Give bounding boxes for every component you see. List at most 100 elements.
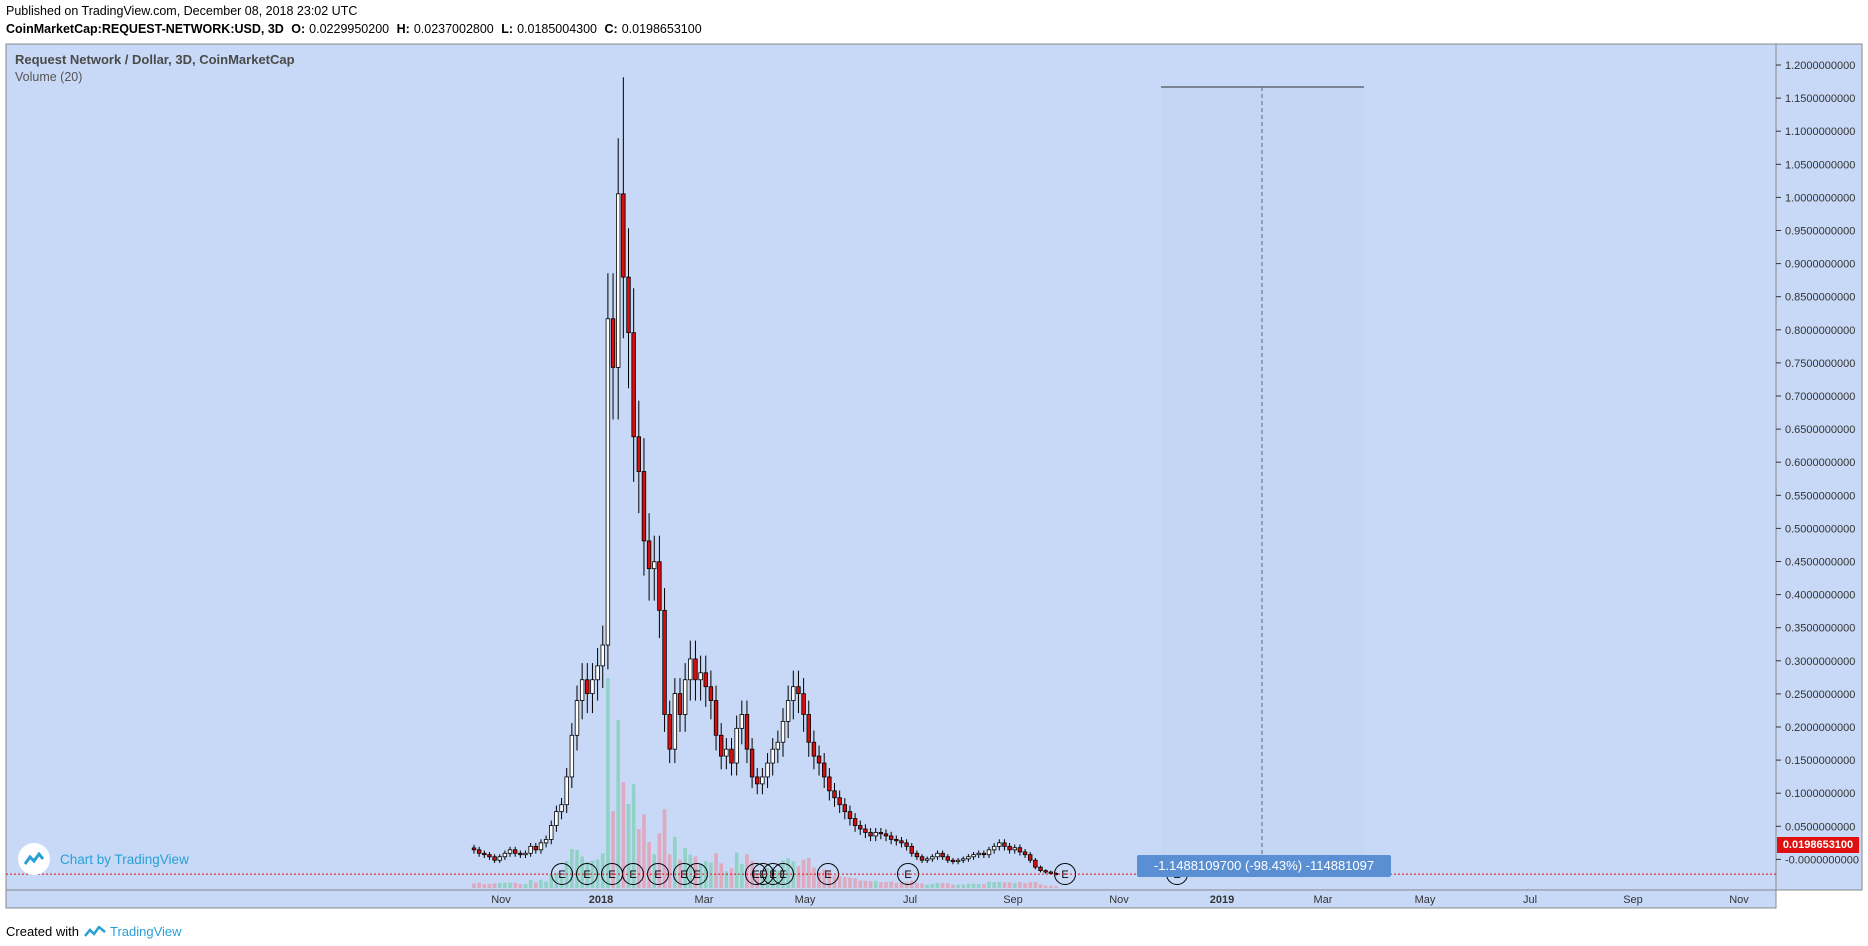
volume-bar — [606, 678, 610, 888]
candle-body — [971, 854, 976, 858]
volume-bar — [626, 804, 631, 888]
volume-bar — [673, 836, 677, 888]
candle-body — [523, 852, 528, 856]
candle-body — [1002, 842, 1007, 847]
volume-bar — [631, 784, 636, 888]
candle-body — [842, 804, 847, 813]
candle-body — [719, 734, 724, 757]
volume-bar — [647, 842, 651, 888]
volume-bar — [472, 883, 476, 888]
price-axis-background — [1775, 43, 1863, 891]
tradingview-watermark[interactable]: Chart by TradingView — [18, 843, 189, 875]
candle-body — [739, 714, 744, 729]
x-tick-label: Jul — [1523, 894, 1537, 906]
volume-bar — [652, 854, 657, 888]
y-tick-label: 0.9000000000 — [1785, 259, 1855, 271]
volume-bar — [822, 869, 826, 888]
candle-body — [677, 693, 683, 715]
volume-bar — [724, 871, 729, 888]
event-marker-label: E — [680, 869, 687, 881]
volume-bar — [940, 883, 945, 888]
candle-body — [919, 856, 925, 861]
candle-body — [713, 700, 719, 736]
volume-bar — [915, 883, 919, 888]
low-value: 0.0185004300 — [517, 22, 598, 36]
volume-bar — [946, 883, 950, 888]
price-range-measure-label: -1.1488109700 (-98.43%) -114881097 — [1137, 855, 1391, 877]
candle-body — [657, 561, 662, 611]
candle-body — [827, 776, 832, 792]
candle-body — [487, 854, 492, 858]
y-tick-label: 0.7500000000 — [1785, 358, 1855, 370]
candle-body — [806, 714, 811, 743]
y-tick-label: 0.1500000000 — [1785, 755, 1855, 767]
volume-bar — [765, 868, 770, 888]
candle-body — [811, 741, 817, 757]
volume-bar — [487, 883, 492, 888]
volume-bar — [951, 884, 955, 888]
candle-body — [507, 849, 513, 854]
event-marker-label: E — [583, 869, 590, 881]
candle-body — [888, 835, 894, 840]
candle-body — [616, 193, 621, 368]
volume-bar — [575, 849, 579, 888]
candle-body — [579, 679, 585, 701]
x-tick-label: 2019 — [1210, 894, 1234, 906]
created-with-text: Created with — [6, 924, 79, 939]
y-tick-label: 1.1000000000 — [1785, 126, 1855, 138]
candle-body — [703, 672, 708, 688]
candle-body — [837, 797, 842, 806]
volume-bar — [740, 863, 744, 888]
event-marker-label: E — [654, 869, 661, 881]
time-axis-background — [5, 889, 1777, 909]
volume-bar — [611, 811, 615, 888]
volume-bar — [894, 882, 899, 888]
volume-bar — [637, 829, 641, 888]
candle-body — [935, 852, 940, 858]
candle-body — [646, 540, 652, 570]
volume-bar — [539, 879, 543, 888]
candle-body — [482, 852, 487, 856]
candle-body — [755, 776, 760, 785]
volume-bar — [523, 884, 528, 888]
volume-bar — [544, 881, 548, 888]
volume-bar — [925, 884, 929, 888]
volume-bar — [657, 833, 662, 888]
candle-body — [925, 858, 930, 861]
event-marker-label: E — [693, 869, 700, 881]
event-marker-label: E — [824, 869, 831, 881]
volume-bar — [956, 884, 960, 888]
candle-body — [997, 842, 1002, 847]
candle-body — [822, 762, 827, 778]
candle-body — [564, 776, 569, 806]
candle-body — [682, 679, 688, 715]
volume-indicator-label: Volume (20) — [15, 70, 83, 84]
candle-body — [966, 856, 971, 860]
volume-bar — [884, 882, 888, 888]
candle-body — [858, 825, 863, 830]
volume-bar — [920, 883, 924, 888]
plot-background — [5, 43, 1777, 891]
candle-body — [852, 818, 858, 826]
y-tick-label: 0.2000000000 — [1785, 722, 1855, 734]
volume-bar — [745, 854, 749, 888]
x-tick-label: Sep — [1003, 894, 1023, 906]
high-label: H: — [396, 22, 410, 36]
candle-body — [492, 856, 497, 861]
volume-bar — [600, 853, 605, 888]
volume-bar — [1049, 885, 1053, 888]
tradingview-footer-link[interactable]: TradingView — [109, 924, 182, 939]
volume-bar — [508, 882, 512, 888]
candle-body — [641, 471, 647, 542]
x-tick-label: Mar — [1314, 894, 1333, 906]
candle-body — [955, 859, 961, 863]
candle-body — [698, 672, 703, 681]
candle-body — [894, 839, 899, 842]
candle-body — [775, 741, 781, 750]
volume-bar — [827, 870, 832, 888]
volume-bar — [930, 883, 935, 888]
candle-body — [559, 804, 564, 813]
candle-body — [600, 644, 605, 667]
volume-bar — [873, 880, 878, 888]
